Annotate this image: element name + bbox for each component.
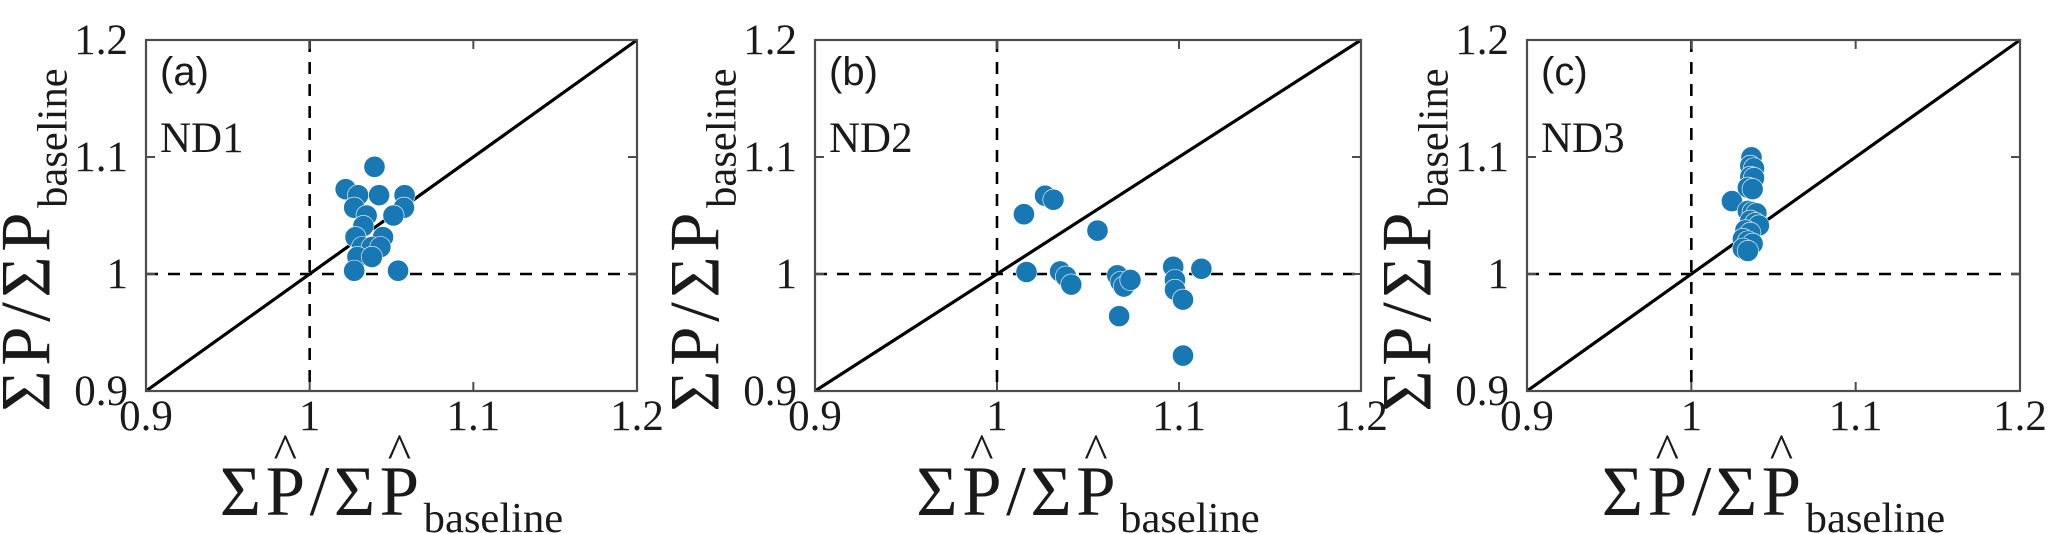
svg-text:1.1: 1.1	[446, 393, 500, 440]
svg-text:1.2: 1.2	[743, 17, 797, 64]
svg-text:0.9: 0.9	[1455, 368, 1509, 415]
svg-text:0.9: 0.9	[74, 368, 128, 415]
svg-text:0.9: 0.9	[743, 368, 797, 415]
svg-text:ND1: ND1	[160, 115, 244, 162]
svg-text:1: 1	[1681, 393, 1703, 440]
svg-text:1: 1	[776, 251, 798, 298]
svg-text:1.1: 1.1	[1455, 134, 1509, 181]
svg-text:1.2: 1.2	[1993, 393, 2047, 440]
svg-text:1: 1	[299, 393, 321, 440]
svg-text:1.1: 1.1	[743, 134, 797, 181]
svg-text:1.1: 1.1	[1829, 393, 1883, 440]
svg-text:1: 1	[1488, 251, 1510, 298]
svg-text:(b): (b)	[829, 50, 878, 94]
svg-text:(c): (c)	[1541, 50, 1588, 94]
svg-text:ND2: ND2	[829, 115, 913, 162]
svg-text:1.1: 1.1	[74, 134, 128, 181]
svg-text:1.2: 1.2	[1455, 17, 1509, 64]
svg-text:1: 1	[107, 251, 129, 298]
svg-text:1.1: 1.1	[1152, 393, 1206, 440]
svg-text:(a): (a)	[160, 50, 209, 94]
svg-text:1.2: 1.2	[74, 17, 128, 64]
svg-text:ND3: ND3	[1541, 115, 1625, 162]
